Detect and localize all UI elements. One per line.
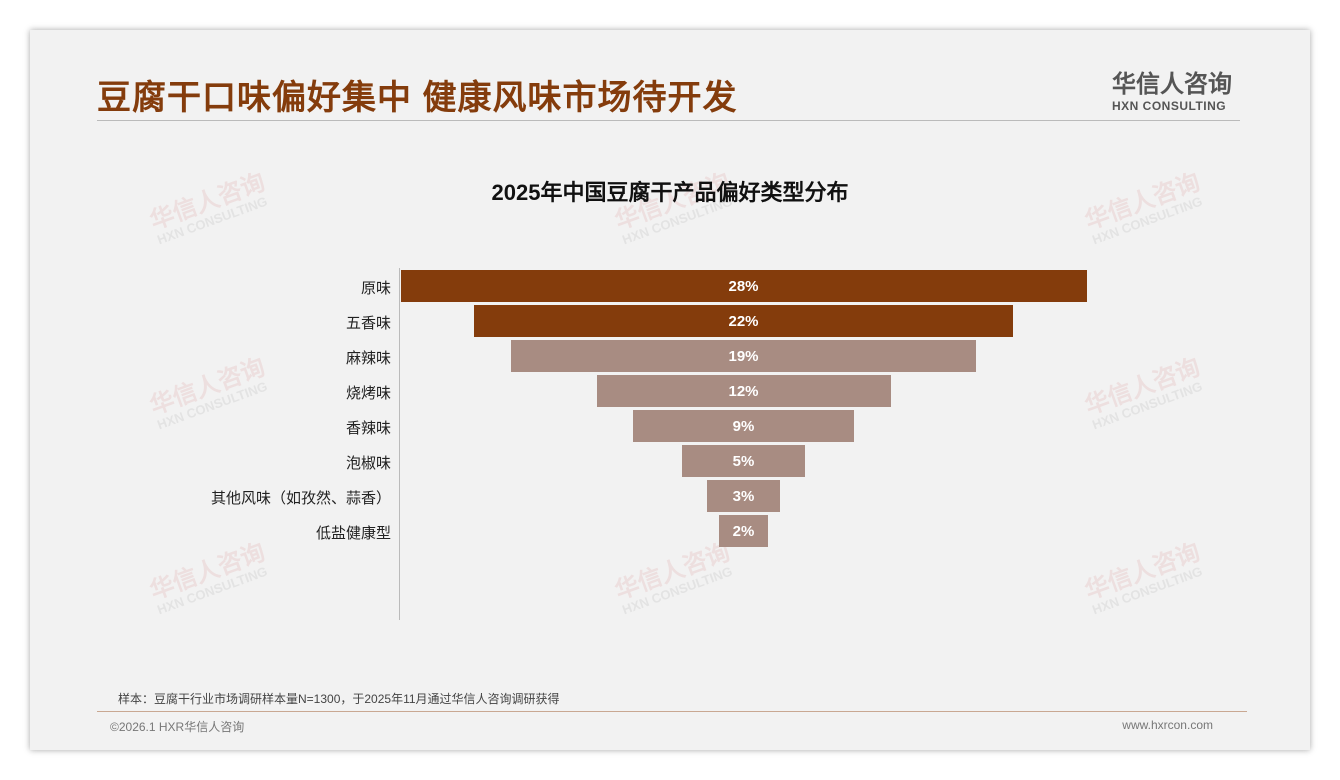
category-label: 麻辣味 (345, 350, 391, 367)
data-label: 22% (728, 312, 759, 330)
category-label: 泡椒味 (345, 455, 391, 472)
data-label: 28% (728, 277, 759, 295)
y-axis-line (399, 268, 400, 620)
copyright: ©2026.1 HXR华信人咨询 (110, 720, 245, 734)
category-label: 低盐健康型 (315, 525, 391, 542)
footer-divider (97, 711, 1247, 712)
category-label: 原味 (360, 280, 391, 297)
logo-cn: 华信人咨询 (1112, 71, 1232, 98)
data-label: 3% (732, 487, 755, 505)
bar: 28% (400, 270, 1087, 302)
data-label: 19% (728, 347, 759, 365)
bar: 9% (633, 410, 854, 442)
data-label: 2% (732, 522, 755, 540)
category-label: 香辣味 (345, 420, 391, 437)
category-label: 烧烤味 (345, 385, 391, 402)
page-title: 豆腐干口味偏好集中 健康风味市场待开发 (97, 79, 738, 117)
bar: 3% (706, 480, 781, 512)
category-label: 其他风味（如孜然、蒜香） (210, 490, 391, 507)
bar: 2% (719, 515, 768, 547)
logo: 华信人咨询 HXN CONSULTING (1112, 64, 1232, 113)
category-label: 五香味 (345, 315, 391, 332)
data-label: 5% (732, 452, 755, 470)
logo-en: HXN CONSULTING (1112, 99, 1227, 113)
data-label: 9% (732, 417, 755, 435)
bar: 19% (510, 340, 977, 372)
bar: 22% (474, 305, 1013, 337)
header-divider (97, 120, 1240, 121)
sample-note: 样本：豆腐干行业市场调研样本量N=1300，于2025年11月通过华信人咨询调研… (118, 692, 560, 706)
website-url: www.hxrcon.com (1122, 718, 1213, 732)
data-label: 12% (728, 382, 759, 400)
bar: 5% (682, 445, 805, 477)
chart-title: 2025年中国豆腐干产品偏好类型分布 (491, 180, 849, 205)
bar: 12% (596, 375, 891, 407)
